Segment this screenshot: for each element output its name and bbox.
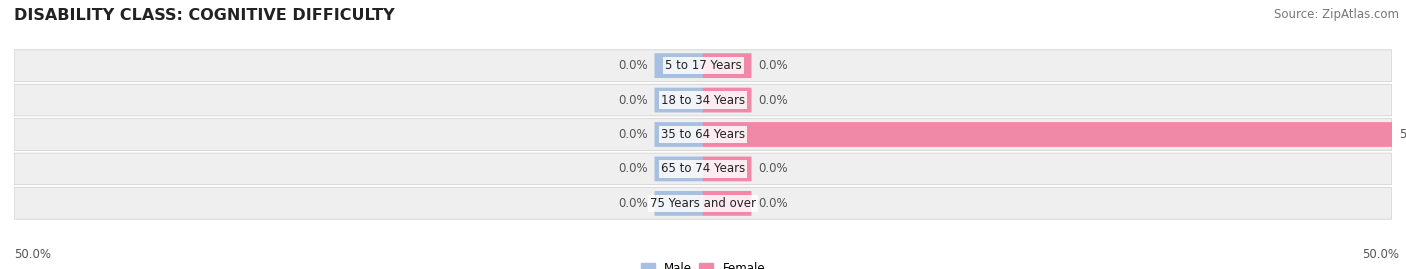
Legend: Male, Female: Male, Female bbox=[636, 258, 770, 269]
Text: 0.0%: 0.0% bbox=[619, 94, 648, 107]
FancyBboxPatch shape bbox=[703, 53, 751, 78]
Text: 65 to 74 Years: 65 to 74 Years bbox=[661, 162, 745, 175]
Text: 0.0%: 0.0% bbox=[619, 128, 648, 141]
FancyBboxPatch shape bbox=[703, 191, 751, 216]
Text: 0.0%: 0.0% bbox=[619, 162, 648, 175]
FancyBboxPatch shape bbox=[14, 187, 1392, 219]
Text: 50.0%: 50.0% bbox=[1399, 128, 1406, 141]
FancyBboxPatch shape bbox=[655, 191, 703, 216]
Text: 0.0%: 0.0% bbox=[758, 59, 787, 72]
FancyBboxPatch shape bbox=[655, 122, 703, 147]
Text: Source: ZipAtlas.com: Source: ZipAtlas.com bbox=[1274, 8, 1399, 21]
Text: 50.0%: 50.0% bbox=[14, 248, 51, 261]
Text: 18 to 34 Years: 18 to 34 Years bbox=[661, 94, 745, 107]
Text: 35 to 64 Years: 35 to 64 Years bbox=[661, 128, 745, 141]
FancyBboxPatch shape bbox=[655, 157, 703, 181]
Text: 0.0%: 0.0% bbox=[758, 197, 787, 210]
Text: 0.0%: 0.0% bbox=[758, 94, 787, 107]
Text: 50.0%: 50.0% bbox=[1362, 248, 1399, 261]
Text: DISABILITY CLASS: COGNITIVE DIFFICULTY: DISABILITY CLASS: COGNITIVE DIFFICULTY bbox=[14, 8, 395, 23]
FancyBboxPatch shape bbox=[703, 88, 751, 112]
Text: 0.0%: 0.0% bbox=[619, 59, 648, 72]
Text: 5 to 17 Years: 5 to 17 Years bbox=[665, 59, 741, 72]
FancyBboxPatch shape bbox=[703, 157, 751, 181]
FancyBboxPatch shape bbox=[14, 84, 1392, 116]
FancyBboxPatch shape bbox=[703, 122, 1392, 147]
Text: 0.0%: 0.0% bbox=[619, 197, 648, 210]
FancyBboxPatch shape bbox=[14, 119, 1392, 150]
Text: 0.0%: 0.0% bbox=[758, 162, 787, 175]
FancyBboxPatch shape bbox=[14, 50, 1392, 82]
FancyBboxPatch shape bbox=[655, 53, 703, 78]
Text: 75 Years and over: 75 Years and over bbox=[650, 197, 756, 210]
FancyBboxPatch shape bbox=[655, 88, 703, 112]
FancyBboxPatch shape bbox=[14, 153, 1392, 185]
